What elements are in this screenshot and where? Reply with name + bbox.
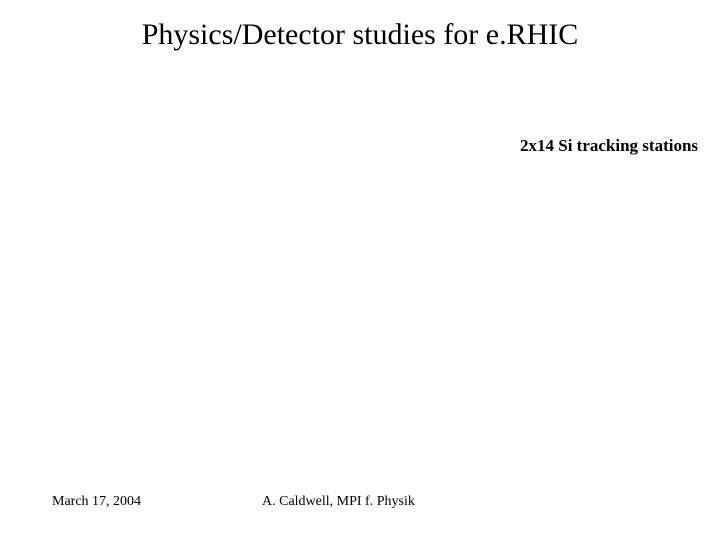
footer-author: A. Caldwell, MPI f. Physik (262, 494, 415, 510)
slide: Physics/Detector studies for e.RHIC 2x14… (0, 0, 720, 540)
tracking-stations-label: 2x14 Si tracking stations (520, 136, 698, 156)
page-title: Physics/Detector studies for e.RHIC (0, 18, 720, 52)
footer-date: March 17, 2004 (52, 494, 141, 510)
